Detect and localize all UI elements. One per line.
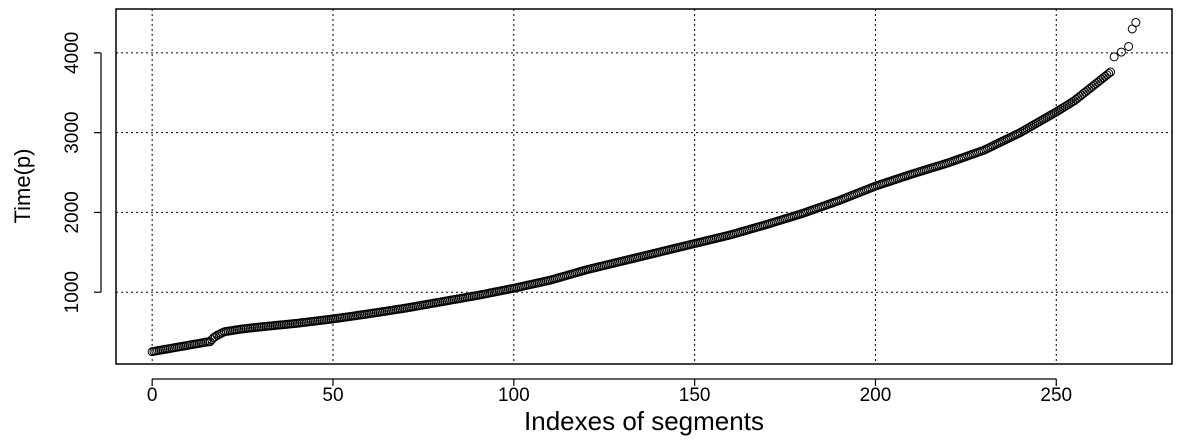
axes-layer: 0 50 100 150 200 250 1000 2000 3000 4000 (62, 32, 1072, 406)
y-tick-label: 2000 (62, 191, 83, 233)
data-point (1131, 18, 1141, 28)
x-tick-label: 50 (322, 385, 343, 406)
data-point (1106, 67, 1116, 77)
y-tick-label: 3000 (62, 112, 83, 154)
data-point (1104, 68, 1114, 78)
points-layer (147, 18, 1141, 357)
x-tick-label: 200 (860, 385, 892, 406)
data-point (1124, 41, 1134, 51)
x-tick-label: 100 (498, 385, 530, 406)
x-tick-label: 0 (147, 385, 158, 406)
data-point (1116, 47, 1126, 57)
data-point (1109, 52, 1119, 62)
y-tick-label: 1000 (62, 271, 83, 313)
x-tick-label: 150 (679, 385, 711, 406)
y-axis-title: Time(p) (10, 149, 35, 224)
y-tick-label: 4000 (62, 32, 83, 74)
x-tick-label: 250 (1040, 385, 1072, 406)
grid-layer (116, 9, 1172, 364)
x-axis-title: Indexes of segments (524, 406, 764, 436)
plot-frame (115, 8, 1173, 365)
